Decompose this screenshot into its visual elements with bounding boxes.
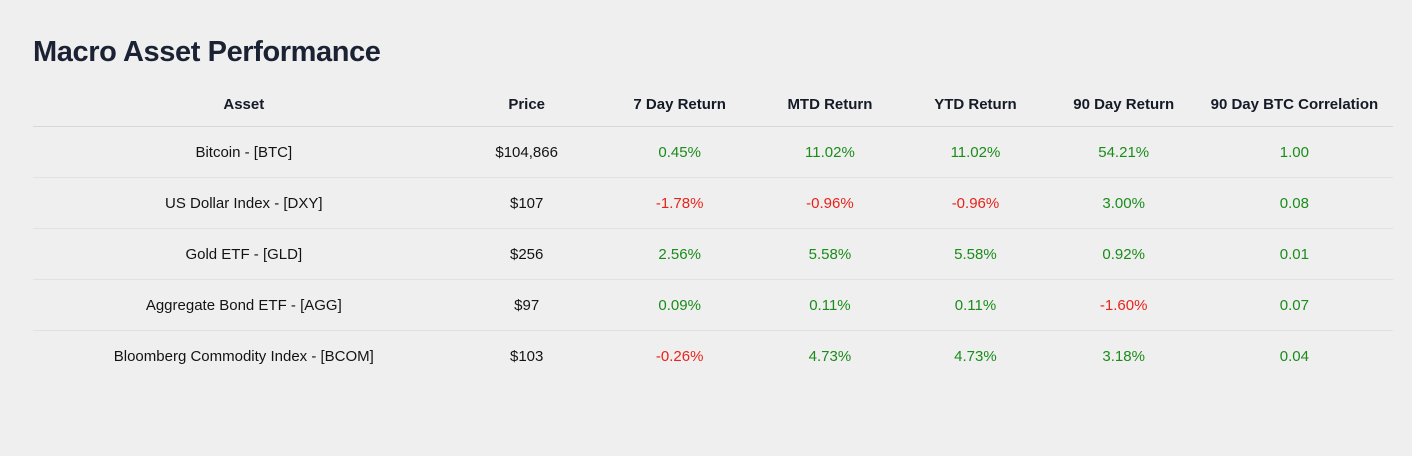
price-cell: $256 bbox=[454, 228, 599, 280]
return-90d-cell: -1.60% bbox=[1051, 279, 1196, 331]
return-7d-cell: -0.26% bbox=[655, 347, 704, 365]
page-title: Macro Asset Performance bbox=[33, 36, 381, 68]
btc-correlation-cell: 1.00 bbox=[1195, 126, 1393, 178]
btc-correlation-cell: 0.07 bbox=[1195, 279, 1393, 331]
btc-correlation-cell: 0.01 bbox=[1195, 228, 1393, 280]
return-ytd-cell: -0.96% bbox=[899, 177, 1052, 229]
return-90d-cell: 3.18% bbox=[1102, 347, 1145, 365]
table-row-agg: Aggregate Bond ETF - [AGG] $97 0.09% 0.1… bbox=[33, 279, 1393, 331]
btc-correlation-cell: 0.04 bbox=[1279, 347, 1309, 365]
asset-name-cell: Gold ETF - [GLD] bbox=[33, 228, 455, 280]
return-90d-cell: 54.21% bbox=[1051, 126, 1196, 178]
asset-name-cell: US Dollar Index - [DXY] bbox=[33, 177, 455, 229]
asset-name-cell: Aggregate Bond ETF - [AGG] bbox=[33, 279, 455, 331]
return-mtd-cell: -0.96% bbox=[760, 177, 900, 229]
return-90d-cell: 0.92% bbox=[1051, 228, 1196, 280]
col-header-90d-return: 90 Day Return bbox=[1051, 96, 1196, 127]
table-header-row: Asset Price 7 Day Return MTD Return YTD … bbox=[33, 96, 1393, 127]
asset-name-cell: Bloomberg Commodity Index - [BCOM] bbox=[113, 347, 374, 365]
price-cell: $103 bbox=[509, 347, 544, 365]
col-header-90d-btc-correlation: 90 Day BTC Correlation bbox=[1195, 96, 1393, 127]
asset-name-cell: Bitcoin - [BTC] bbox=[33, 126, 455, 178]
btc-correlation-cell: 0.08 bbox=[1195, 177, 1393, 229]
price-cell: $107 bbox=[454, 177, 599, 229]
macro-asset-performance-table: Asset Price 7 Day Return MTD Return YTD … bbox=[33, 96, 1393, 381]
table-row-bcom: Bloomberg Commodity Index - [BCOM] $103 … bbox=[33, 331, 1393, 382]
return-mtd-cell: 0.11% bbox=[760, 279, 900, 331]
col-header-7d-return: 7 Day Return bbox=[598, 96, 761, 127]
table-row-gld: Gold ETF - [GLD] $256 2.56% 5.58% 5.58% … bbox=[33, 228, 1393, 280]
price-cell: $104,866 bbox=[454, 126, 599, 178]
price-cell: $97 bbox=[454, 279, 599, 331]
return-7d-cell: 0.09% bbox=[598, 279, 761, 331]
col-header-ytd-return: YTD Return bbox=[899, 96, 1052, 127]
return-ytd-cell: 5.58% bbox=[899, 228, 1052, 280]
col-header-price: Price bbox=[454, 96, 599, 127]
col-header-mtd-return: MTD Return bbox=[760, 96, 900, 127]
return-ytd-cell: 0.11% bbox=[899, 279, 1052, 331]
return-mtd-cell: 5.58% bbox=[760, 228, 900, 280]
return-7d-cell: -1.78% bbox=[598, 177, 761, 229]
return-7d-cell: 2.56% bbox=[598, 228, 761, 280]
return-7d-cell: 0.45% bbox=[598, 126, 761, 178]
table-row-btc: Bitcoin - [BTC] $104,866 0.45% 11.02% 11… bbox=[33, 126, 1393, 178]
return-mtd-cell: 4.73% bbox=[808, 347, 852, 365]
table-row-dxy: US Dollar Index - [DXY] $107 -1.78% -0.9… bbox=[33, 177, 1393, 229]
col-header-asset: Asset bbox=[33, 96, 455, 127]
return-ytd-cell: 11.02% bbox=[899, 126, 1052, 178]
return-ytd-cell: 4.73% bbox=[954, 347, 997, 365]
return-90d-cell: 3.00% bbox=[1051, 177, 1196, 229]
return-mtd-cell: 11.02% bbox=[760, 126, 900, 178]
